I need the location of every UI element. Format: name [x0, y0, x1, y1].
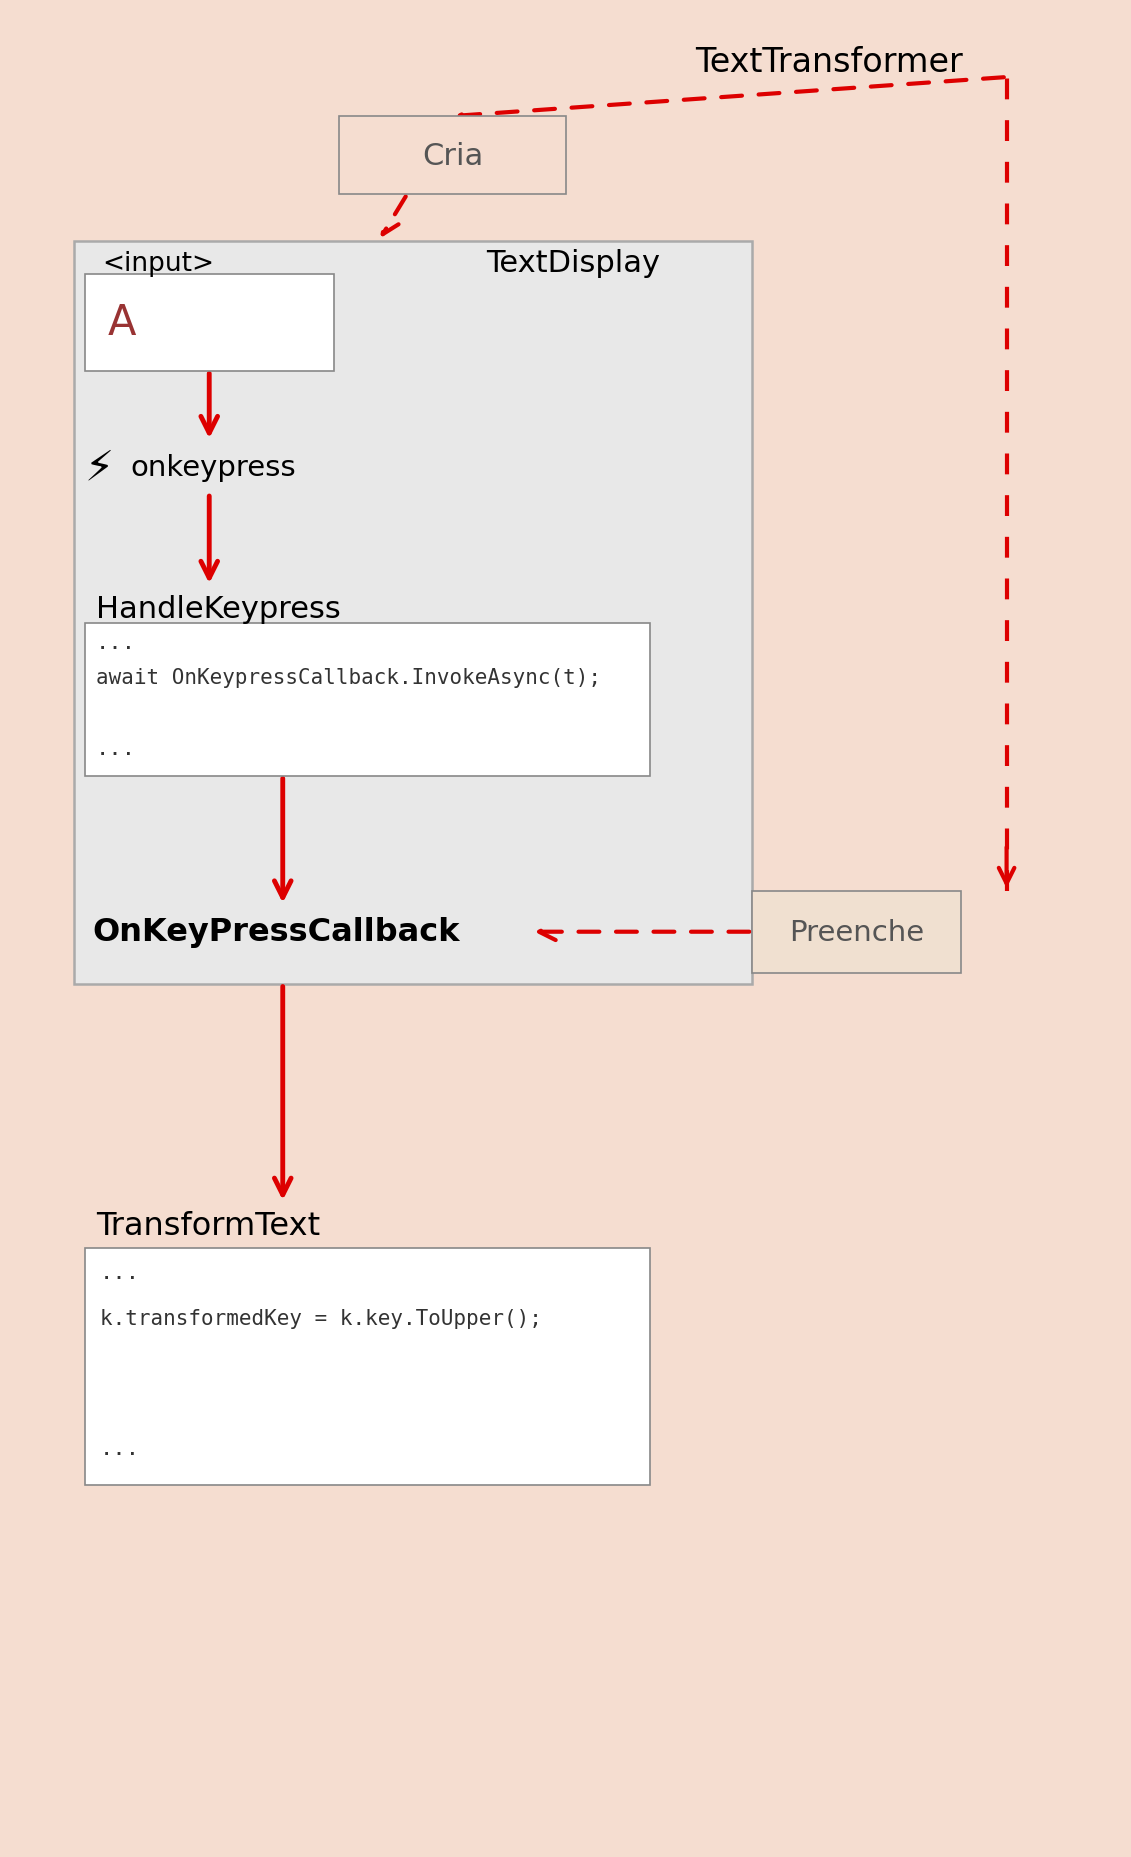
Text: Cria: Cria: [422, 141, 483, 171]
FancyBboxPatch shape: [74, 241, 752, 984]
Text: HandleKeypress: HandleKeypress: [96, 594, 340, 624]
Text: TextTransformer: TextTransformer: [696, 46, 964, 80]
Text: TransformText: TransformText: [96, 1211, 320, 1240]
Text: <input>: <input>: [102, 251, 214, 277]
Text: OnKeyPressCallback: OnKeyPressCallback: [93, 917, 460, 947]
Text: TextDisplay: TextDisplay: [486, 249, 661, 279]
Text: ...: ...: [96, 633, 136, 652]
FancyBboxPatch shape: [752, 891, 961, 973]
FancyBboxPatch shape: [85, 624, 650, 776]
FancyBboxPatch shape: [85, 275, 334, 371]
Text: ...: ...: [100, 1263, 139, 1281]
Text: ⚡: ⚡: [85, 448, 114, 488]
FancyBboxPatch shape: [85, 1248, 650, 1486]
Text: k.transformedKey = k.key.ToUpper();: k.transformedKey = k.key.ToUpper();: [100, 1309, 542, 1328]
Text: Preenche: Preenche: [789, 917, 924, 947]
Text: await OnKeypressCallback.InvokeAsync(t);: await OnKeypressCallback.InvokeAsync(t);: [96, 669, 602, 687]
Text: A: A: [107, 303, 136, 344]
Text: ...: ...: [100, 1439, 139, 1458]
Text: ...: ...: [96, 739, 136, 758]
Text: onkeypress: onkeypress: [130, 453, 295, 483]
FancyBboxPatch shape: [339, 117, 566, 195]
